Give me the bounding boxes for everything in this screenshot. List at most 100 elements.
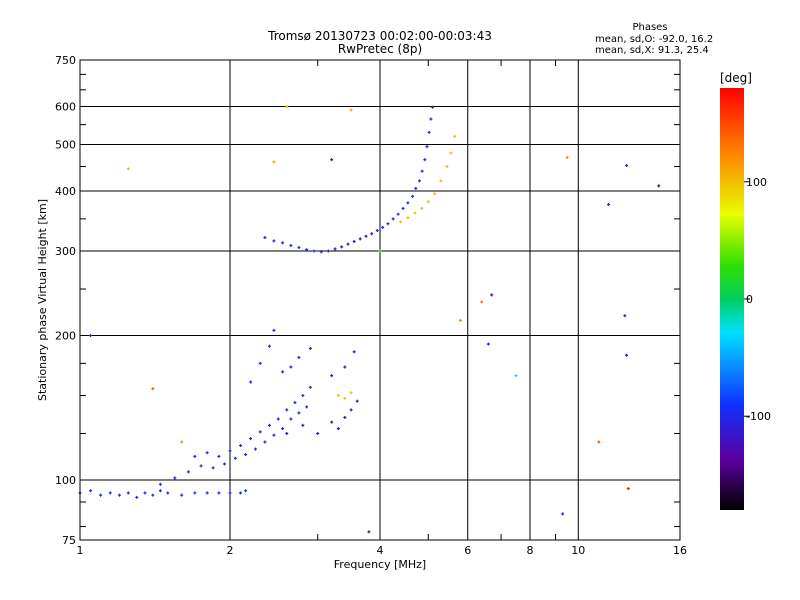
data-point (336, 427, 340, 431)
plot-frame (79, 59, 681, 541)
data-point (308, 385, 312, 389)
y-axis-label: Stationary phase Virtual Height [km] (36, 199, 49, 401)
data-point (399, 220, 403, 224)
data-point (126, 491, 130, 495)
data-point (625, 353, 629, 357)
data-point (249, 380, 253, 384)
data-point (391, 217, 395, 221)
data-point (258, 361, 262, 365)
data-point (272, 239, 276, 243)
data-point (330, 374, 334, 378)
data-point (151, 387, 155, 391)
data-point (289, 365, 293, 369)
colorbar-tick-label: 100 (746, 176, 767, 189)
data-point (244, 489, 248, 493)
data-point (305, 248, 309, 252)
data-point (413, 211, 417, 215)
data-point (429, 117, 433, 121)
data-point (326, 249, 330, 253)
data-point (367, 530, 371, 534)
data-point (439, 179, 443, 183)
data-point (433, 192, 437, 196)
data-point (249, 437, 253, 441)
data-point (199, 464, 203, 468)
x-tick-label: 2 (227, 544, 234, 557)
data-point (625, 164, 629, 168)
data-point (89, 334, 93, 338)
y-tick-label: 600 (55, 101, 76, 114)
data-point (486, 342, 490, 346)
data-point (343, 415, 347, 419)
data-point (426, 200, 430, 204)
data-point (186, 470, 190, 474)
data-point (193, 454, 197, 458)
colorbar-ticks: 100 0 -100 (744, 176, 771, 423)
data-point (386, 222, 390, 226)
data-point (349, 408, 353, 412)
data-point (623, 314, 627, 318)
data-point (281, 241, 285, 245)
data-point (267, 344, 271, 348)
data-point (211, 466, 215, 470)
data-point (355, 399, 359, 403)
data-point (263, 440, 267, 444)
data-point (239, 444, 243, 448)
chart-subtitle: RwPretec (8p) (338, 42, 422, 56)
data-point (285, 105, 289, 109)
data-point (301, 423, 305, 427)
data-point (151, 493, 155, 497)
data-point (228, 449, 232, 453)
y-tick-label: 300 (55, 245, 76, 258)
data-point (297, 355, 301, 359)
x-tick-label: 6 (464, 544, 471, 557)
y-tick-labels: 75 100 200 300 400 500 600 750 (55, 54, 76, 547)
data-point (423, 158, 427, 162)
data-point (301, 394, 305, 398)
stats-x-line: mean, sd,X: 91.3, 25.4 (595, 45, 709, 56)
data-point (333, 247, 337, 251)
data-point (267, 423, 271, 427)
data-point (143, 491, 147, 495)
data-point (166, 491, 170, 495)
grid (80, 60, 680, 540)
data-point (381, 225, 385, 229)
x-tick-label: 1 (77, 544, 84, 557)
data-point (607, 202, 611, 206)
data-point (180, 493, 184, 497)
data-point (406, 201, 410, 205)
y-tick-label: 200 (55, 330, 76, 343)
data-point (565, 155, 569, 159)
data-point (272, 328, 276, 332)
data-point (396, 212, 400, 216)
data-point (561, 512, 565, 516)
data-point (420, 206, 424, 210)
data-point (89, 489, 93, 493)
data-point (293, 401, 297, 405)
data-point (375, 229, 379, 233)
data-point (281, 370, 285, 374)
data-point (239, 491, 243, 495)
data-point (223, 462, 227, 466)
data-point (336, 394, 340, 398)
data-point (358, 237, 362, 241)
x-tick-label: 16 (673, 544, 687, 557)
chart-title: Tromsø 20130723 00:02:00-00:03:43 (267, 29, 492, 43)
x-tick-label: 8 (527, 544, 534, 557)
data-point (340, 245, 344, 249)
stats-heading: Phases (632, 22, 667, 33)
data-point (135, 495, 139, 499)
data-point (406, 216, 410, 220)
data-point (349, 391, 353, 395)
y-tick-label: 500 (55, 139, 76, 152)
colorbar-label: [deg] (720, 71, 752, 85)
data-point (480, 300, 484, 304)
data-point (352, 350, 356, 354)
data-point (349, 108, 353, 112)
data-point (117, 493, 121, 497)
data-point (108, 491, 112, 495)
data-point (281, 427, 285, 431)
colorbar (720, 88, 744, 510)
data-point (158, 489, 162, 493)
data-point (258, 430, 262, 434)
